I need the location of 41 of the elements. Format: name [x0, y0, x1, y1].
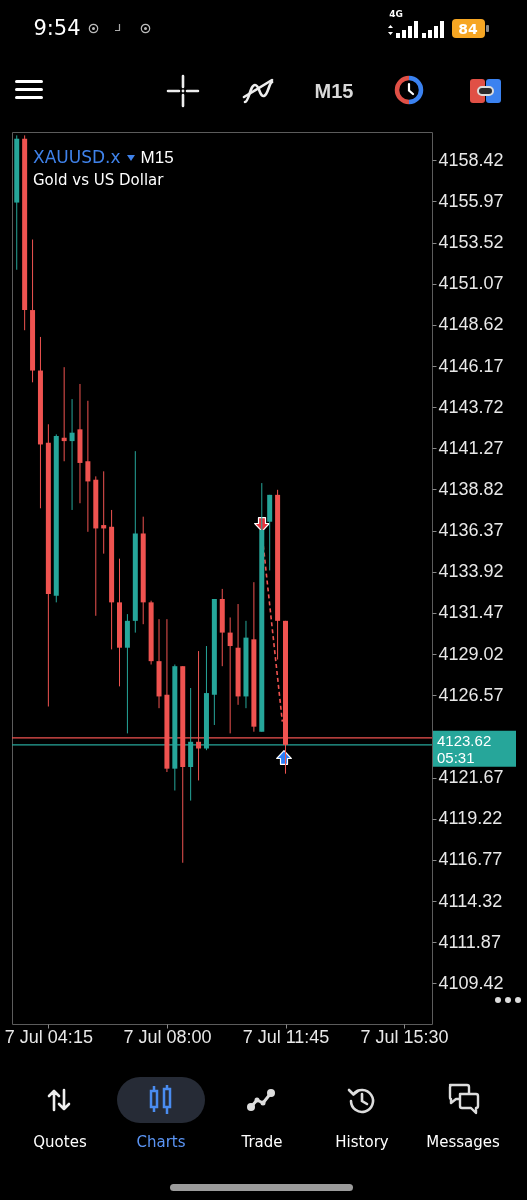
- candlestick: [227, 616, 233, 734]
- y-tick-label: 4151.07: [438, 273, 504, 294]
- y-tick-label: 4114.32: [438, 890, 503, 911]
- y-tick-label: 4111.87: [438, 931, 501, 952]
- text: Gold vs US Dollar: [32, 171, 165, 189]
- x-tick-label: 7 Jul 04:15: [4, 1026, 93, 1047]
- x-tick-label: 7 Jul 11:45: [242, 1026, 330, 1047]
- x-tick-label: 7 Jul 15:30: [360, 1026, 449, 1047]
- y-tick-label: 4133.92: [438, 561, 504, 582]
- candlestick: [69, 398, 75, 511]
- y-tick-label: 4148.62: [438, 314, 504, 335]
- y-tick-label: 4141.27: [438, 437, 504, 458]
- y-tick-label: 4121.67: [438, 767, 504, 788]
- y-tick-label: 4143.72: [438, 396, 504, 417]
- text: 05:31: [437, 748, 475, 766]
- y-tick-label: 4155.97: [438, 190, 504, 211]
- y-tick-label: 4126.57: [438, 684, 504, 705]
- y-tick-label: 4153.52: [438, 232, 504, 253]
- text: XAUUSD.x: [32, 147, 122, 167]
- y-tick-label: 4119.22: [438, 808, 503, 829]
- text: M15: [314, 80, 354, 102]
- y-tick-label: 4138.82: [438, 478, 504, 499]
- text: Quotes: [33, 1132, 87, 1151]
- text: 9:54: [33, 15, 81, 40]
- ref-line-label: 4123.62: [437, 731, 492, 749]
- y-tick-label: 4116.77: [438, 849, 503, 870]
- y-tick-label: 4158.42: [438, 149, 504, 170]
- text: History: [335, 1132, 389, 1151]
- text: Messages: [426, 1132, 500, 1151]
- text: Charts: [136, 1132, 186, 1151]
- text: 84: [458, 21, 478, 37]
- text: Trade: [241, 1132, 283, 1151]
- y-tick-label: 4129.02: [438, 643, 504, 664]
- x-tick-label: 7 Jul 08:00: [123, 1026, 212, 1047]
- text: 4G: [389, 8, 403, 19]
- y-tick-label: 4131.47: [438, 602, 504, 623]
- y-tick-label: 4136.37: [438, 520, 504, 541]
- candlestick: [85, 400, 91, 533]
- annotation: M15: [139, 148, 175, 167]
- y-tick-label: 4109.42: [438, 972, 504, 993]
- y-tick-label: 4146.17: [438, 355, 504, 376]
